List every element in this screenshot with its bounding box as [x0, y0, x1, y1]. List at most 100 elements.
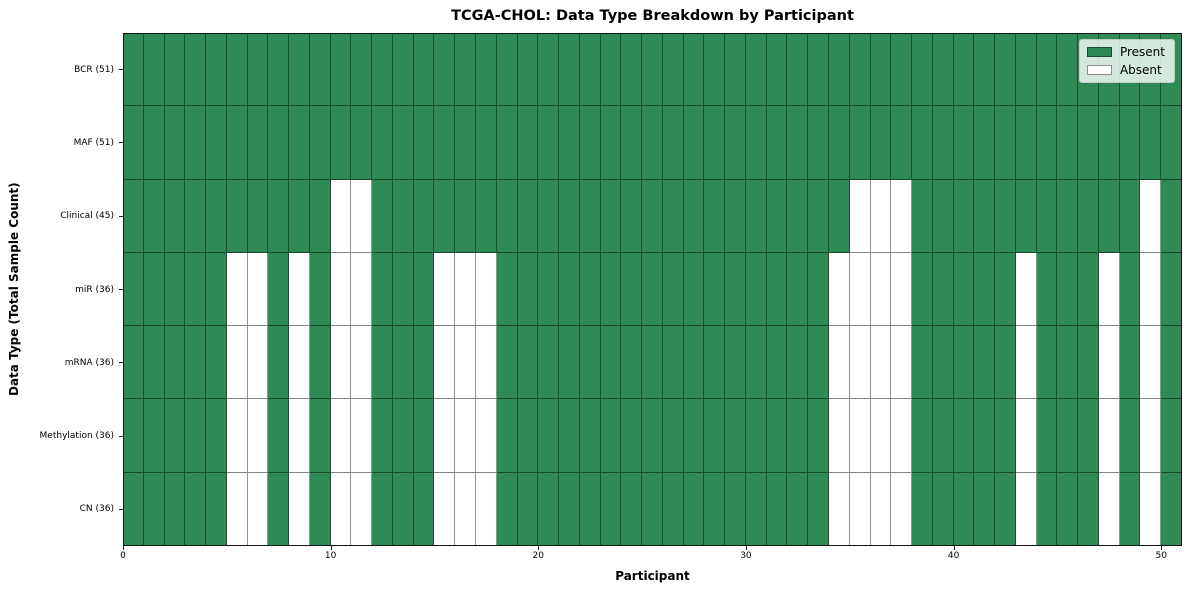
matrix-cell — [351, 472, 373, 546]
matrix-cell — [413, 399, 435, 473]
matrix-cell — [226, 106, 248, 180]
matrix-cell — [538, 399, 560, 473]
matrix-grid — [123, 33, 1182, 546]
matrix-cell — [330, 252, 352, 327]
matrix-cell — [787, 106, 809, 180]
matrix-cell — [704, 33, 726, 107]
matrix-cell — [870, 106, 892, 180]
matrix-cell — [517, 252, 539, 327]
matrix-cell — [123, 179, 144, 253]
matrix-cell — [226, 326, 248, 400]
matrix-cell — [1119, 326, 1141, 400]
matrix-cell — [912, 252, 933, 327]
matrix-cell — [143, 326, 165, 400]
matrix-cell — [123, 326, 144, 400]
matrix-cell — [413, 326, 435, 400]
matrix-cell — [662, 106, 684, 180]
matrix-cell — [1078, 326, 1099, 400]
matrix-cell — [309, 252, 331, 327]
matrix-cell — [185, 106, 207, 180]
matrix-cell — [745, 33, 767, 107]
matrix-cell — [351, 399, 373, 473]
matrix-cell — [538, 179, 560, 253]
matrix-cell — [974, 106, 996, 180]
matrix-cell — [226, 399, 248, 473]
matrix-cell — [683, 472, 705, 546]
matrix-cell — [745, 179, 767, 253]
matrix-cell — [1119, 252, 1141, 327]
matrix-cell — [1098, 179, 1120, 253]
matrix-cell — [704, 399, 726, 473]
matrix-cell — [579, 472, 601, 546]
matrix-cell — [434, 106, 456, 180]
matrix-cell — [662, 252, 684, 327]
matrix-cell — [642, 106, 663, 180]
matrix-cell — [995, 106, 1016, 180]
matrix-cell — [704, 106, 726, 180]
matrix-cell — [1078, 106, 1099, 180]
matrix-cell — [1098, 326, 1120, 400]
matrix-cell — [455, 252, 476, 327]
matrix-cell — [1057, 472, 1079, 546]
matrix-cell — [123, 252, 144, 327]
matrix-cell — [1098, 106, 1120, 180]
matrix-cell — [372, 252, 393, 327]
matrix-cell — [413, 106, 435, 180]
x-tick-mark — [745, 546, 747, 550]
matrix-cell — [870, 472, 892, 546]
matrix-cell — [579, 33, 601, 107]
matrix-cell — [1119, 106, 1141, 180]
matrix-cell — [268, 106, 290, 180]
matrix-cell — [247, 106, 269, 180]
plot-area: Present Absent — [123, 33, 1182, 546]
matrix-cell — [953, 106, 975, 180]
matrix-cell — [206, 179, 227, 253]
matrix-cell — [185, 399, 207, 473]
x-tick-label: 30 — [740, 551, 752, 561]
x-tick-label: 10 — [324, 551, 337, 561]
matrix-cell — [268, 472, 290, 546]
matrix-cell — [123, 399, 144, 473]
matrix-cell — [912, 472, 933, 546]
matrix-cell — [143, 252, 165, 327]
matrix-cell — [932, 33, 954, 107]
matrix-cell — [1078, 179, 1099, 253]
matrix-cell — [226, 252, 248, 327]
matrix-cell — [662, 326, 684, 400]
matrix-cell — [413, 252, 435, 327]
legend-swatch — [1086, 47, 1112, 57]
matrix-cell — [766, 472, 788, 546]
matrix-cell — [1119, 472, 1141, 546]
y-tick-label: CN (36) — [79, 504, 114, 515]
matrix-cell — [475, 252, 497, 327]
matrix-cell — [600, 252, 622, 327]
matrix-cell — [538, 106, 560, 180]
x-tick-mark — [1161, 546, 1163, 550]
matrix-cell — [206, 472, 227, 546]
matrix-cell — [372, 472, 393, 546]
x-tick-label: 0 — [120, 551, 126, 561]
matrix-cell — [579, 252, 601, 327]
matrix-cell — [1015, 106, 1037, 180]
matrix-cell — [226, 179, 248, 253]
matrix-cell — [164, 179, 186, 253]
matrix-cell — [912, 33, 933, 107]
matrix-cell — [206, 33, 227, 107]
matrix-cell — [766, 106, 788, 180]
matrix-cell — [579, 179, 601, 253]
matrix-cell — [642, 472, 663, 546]
matrix-cell — [289, 472, 310, 546]
matrix-cell — [123, 33, 144, 107]
matrix-cell — [351, 106, 373, 180]
matrix-cell — [828, 399, 850, 473]
matrix-cell — [974, 326, 996, 400]
matrix-cell — [1057, 33, 1079, 107]
matrix-cell — [455, 472, 476, 546]
matrix-cell — [475, 472, 497, 546]
matrix-cell — [268, 399, 290, 473]
matrix-cell — [1036, 399, 1058, 473]
matrix-cell — [247, 252, 269, 327]
matrix-cell — [808, 179, 829, 253]
matrix-cell — [745, 399, 767, 473]
matrix-cell — [953, 252, 975, 327]
